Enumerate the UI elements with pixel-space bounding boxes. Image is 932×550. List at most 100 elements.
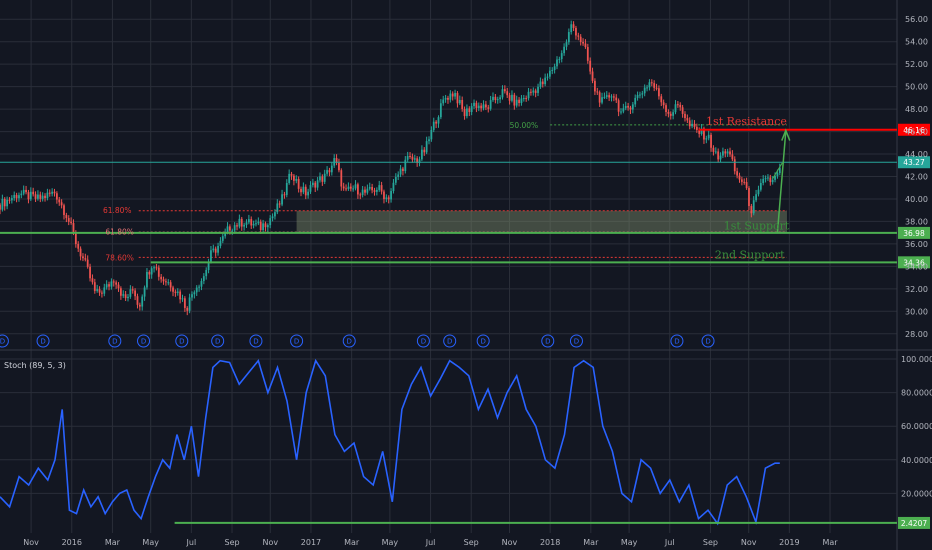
candle[interactable] xyxy=(134,288,137,301)
candle[interactable] xyxy=(288,169,291,185)
candle[interactable] xyxy=(456,91,459,108)
dividend-marker[interactable]: D xyxy=(108,334,122,348)
candle[interactable] xyxy=(397,171,400,181)
candle[interactable] xyxy=(598,90,601,107)
candle[interactable] xyxy=(648,79,651,91)
candle[interactable] xyxy=(314,180,317,193)
candle[interactable] xyxy=(44,193,46,202)
candle[interactable] xyxy=(323,169,326,185)
candle[interactable] xyxy=(553,63,556,74)
candle[interactable] xyxy=(136,293,139,309)
candle[interactable] xyxy=(563,43,566,56)
candle[interactable] xyxy=(155,263,158,271)
candle[interactable] xyxy=(146,268,148,290)
candle[interactable] xyxy=(169,280,172,292)
candle[interactable] xyxy=(262,219,264,233)
candle[interactable] xyxy=(643,84,646,97)
candle[interactable] xyxy=(311,178,314,188)
candle[interactable] xyxy=(245,219,248,228)
candle[interactable] xyxy=(240,216,243,231)
candle[interactable] xyxy=(492,92,494,102)
candle[interactable] xyxy=(18,192,20,202)
candle[interactable] xyxy=(219,237,222,249)
candle[interactable] xyxy=(442,95,445,106)
candle[interactable] xyxy=(48,189,51,197)
candle[interactable] xyxy=(255,219,257,227)
candle[interactable] xyxy=(138,302,141,311)
candle[interactable] xyxy=(63,203,65,220)
candle[interactable] xyxy=(530,88,532,96)
dividend-marker[interactable]: D xyxy=(290,334,304,348)
candle[interactable] xyxy=(750,203,753,218)
candle[interactable] xyxy=(243,222,246,231)
candle[interactable] xyxy=(404,156,407,174)
candle[interactable] xyxy=(449,90,452,103)
candle[interactable] xyxy=(345,184,347,192)
candle[interactable] xyxy=(127,293,129,302)
dividend-marker[interactable]: D xyxy=(342,334,356,348)
candle[interactable] xyxy=(655,83,658,91)
candle[interactable] xyxy=(695,123,698,133)
dividend-marker[interactable]: D xyxy=(416,334,430,348)
candle[interactable] xyxy=(361,185,364,198)
dividend-marker[interactable]: D xyxy=(569,334,583,348)
candle[interactable] xyxy=(117,282,120,292)
candle[interactable] xyxy=(420,145,423,162)
dividend-marker[interactable]: D xyxy=(0,334,9,348)
candle[interactable] xyxy=(165,278,167,286)
candle[interactable] xyxy=(108,281,110,291)
candle[interactable] xyxy=(22,185,25,196)
candle[interactable] xyxy=(582,38,584,46)
candle[interactable] xyxy=(610,94,613,102)
candle[interactable] xyxy=(304,184,307,200)
candle[interactable] xyxy=(444,94,447,103)
candle[interactable] xyxy=(551,67,554,75)
candle[interactable] xyxy=(705,135,708,144)
candle[interactable] xyxy=(501,85,504,100)
candle[interactable] xyxy=(532,87,535,96)
candle[interactable] xyxy=(603,92,606,100)
candle[interactable] xyxy=(558,56,561,64)
candle[interactable] xyxy=(392,178,395,194)
candle[interactable] xyxy=(25,185,27,195)
candle[interactable] xyxy=(122,290,125,298)
candle[interactable] xyxy=(27,189,30,204)
candle[interactable] xyxy=(157,265,160,281)
candle[interactable] xyxy=(110,278,113,290)
candle[interactable] xyxy=(541,78,544,88)
candle[interactable] xyxy=(378,180,381,192)
candle[interactable] xyxy=(193,290,196,299)
candle[interactable] xyxy=(399,165,402,178)
candle[interactable] xyxy=(466,104,468,119)
candle[interactable] xyxy=(432,117,435,133)
candle[interactable] xyxy=(259,219,262,234)
candle[interactable] xyxy=(34,191,37,203)
candle[interactable] xyxy=(674,100,677,115)
candle[interactable] xyxy=(79,246,82,261)
candle[interactable] xyxy=(41,192,44,202)
candle[interactable] xyxy=(726,148,729,157)
candle[interactable] xyxy=(402,166,404,176)
candle[interactable] xyxy=(710,132,712,152)
candle[interactable] xyxy=(15,192,18,203)
candle[interactable] xyxy=(451,91,454,101)
dividend-marker[interactable]: D xyxy=(476,334,490,348)
candle[interactable] xyxy=(527,88,530,101)
candle[interactable] xyxy=(188,293,191,314)
candle[interactable] xyxy=(349,183,352,192)
candle[interactable] xyxy=(366,184,369,195)
candle[interactable] xyxy=(423,147,426,156)
candle[interactable] xyxy=(46,188,49,201)
candlestick-series[interactable] xyxy=(0,20,781,316)
dividend-marker[interactable]: D xyxy=(443,334,457,348)
candle[interactable] xyxy=(475,100,478,113)
candle[interactable] xyxy=(266,223,269,232)
candle[interactable] xyxy=(359,192,362,200)
candle[interactable] xyxy=(428,136,430,145)
candle[interactable] xyxy=(719,152,722,163)
candle[interactable] xyxy=(269,215,272,229)
candle[interactable] xyxy=(247,214,250,225)
candle[interactable] xyxy=(518,97,520,107)
candle[interactable] xyxy=(622,103,625,114)
